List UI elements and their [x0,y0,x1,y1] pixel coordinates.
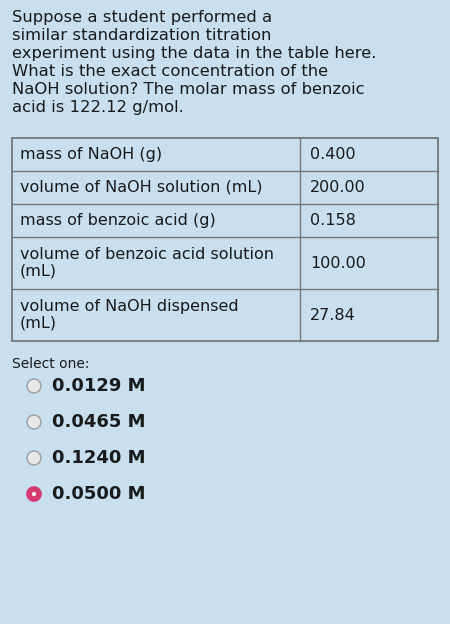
Text: 0.0465 M: 0.0465 M [52,413,145,431]
Text: 200.00: 200.00 [310,180,366,195]
Text: 0.400: 0.400 [310,147,356,162]
Text: 0.0500 M: 0.0500 M [52,485,145,503]
Bar [12,138,438,341]
Text: volume of NaOH dispensed: volume of NaOH dispensed [20,299,238,314]
Text: mass of benzoic acid (g): mass of benzoic acid (g) [20,213,216,228]
Text: 0.1240 M: 0.1240 M [52,449,145,467]
Text: Suppose a student performed a: Suppose a student performed a [12,10,272,25]
Text: Select one:: Select one: [12,357,90,371]
Text: 0.158: 0.158 [310,213,356,228]
Text: acid is 122.12 g/mol.: acid is 122.12 g/mol. [12,100,184,115]
Text: 100.00: 100.00 [310,255,366,270]
Circle shape [27,415,41,429]
Circle shape [27,379,41,393]
Circle shape [27,487,41,501]
Text: (mL): (mL) [20,316,57,331]
Text: What is the exact concentration of the: What is the exact concentration of the [12,64,328,79]
Circle shape [32,492,36,496]
Text: volume of NaOH solution (mL): volume of NaOH solution (mL) [20,180,262,195]
Text: 0.0129 M: 0.0129 M [52,377,145,395]
Text: 27.84: 27.84 [310,308,356,323]
Text: mass of NaOH (g): mass of NaOH (g) [20,147,162,162]
Text: NaOH solution? The molar mass of benzoic: NaOH solution? The molar mass of benzoic [12,82,364,97]
Text: volume of benzoic acid solution: volume of benzoic acid solution [20,247,274,262]
Text: experiment using the data in the table here.: experiment using the data in the table h… [12,46,376,61]
Circle shape [27,451,41,465]
Text: (mL): (mL) [20,264,57,279]
Text: similar standardization titration: similar standardization titration [12,28,271,43]
